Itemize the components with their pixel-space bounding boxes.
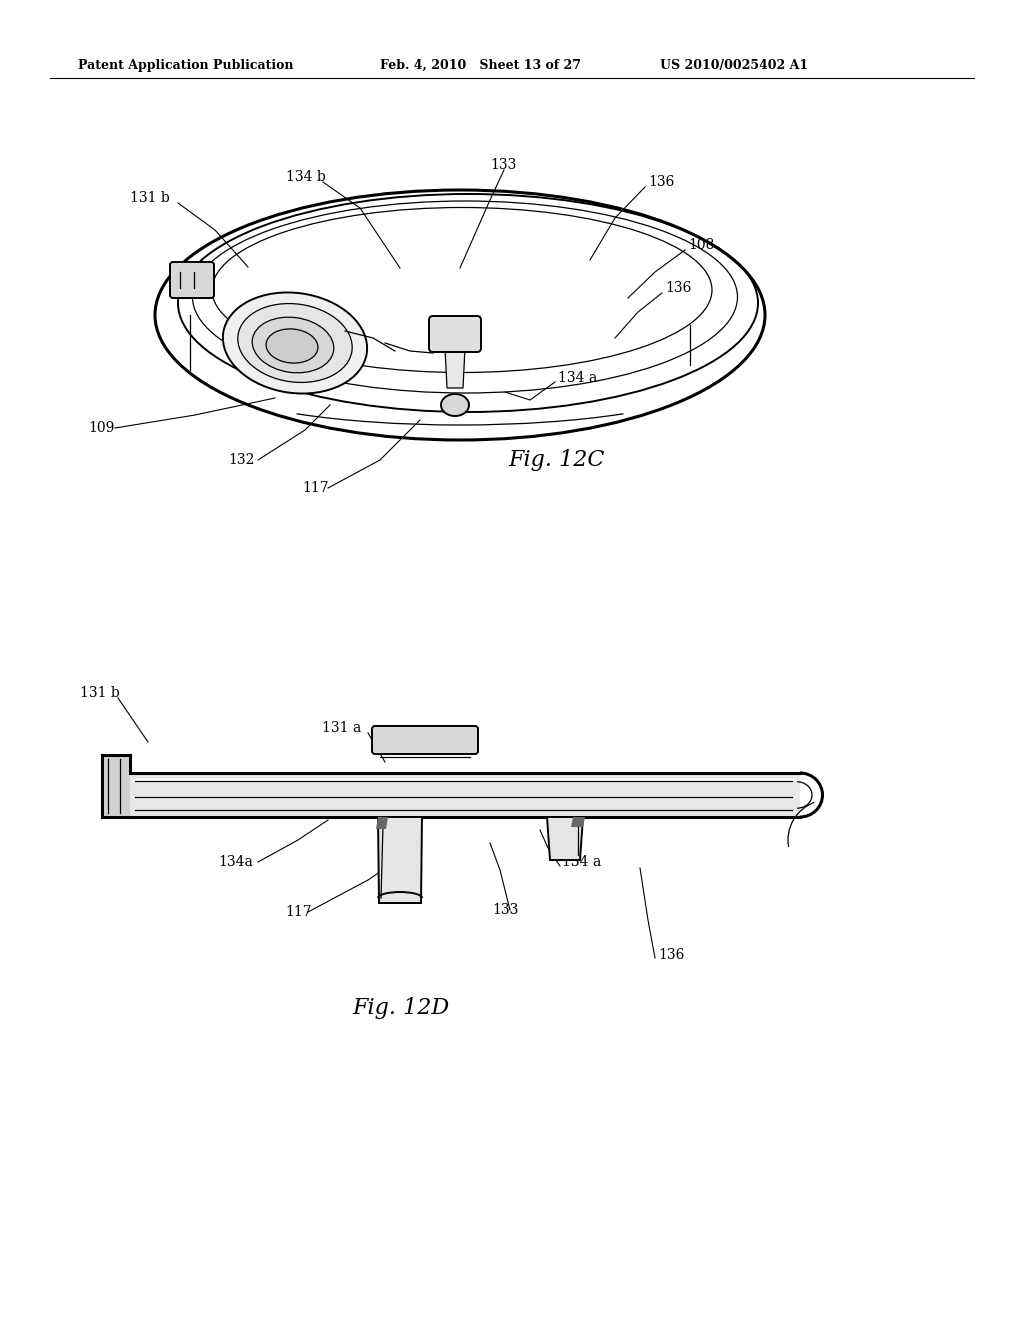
Text: Fig. 12D: Fig. 12D — [352, 997, 450, 1019]
Polygon shape — [571, 817, 585, 828]
Text: 131 b: 131 b — [80, 686, 120, 700]
Ellipse shape — [238, 304, 352, 383]
Text: Patent Application Publication: Patent Application Publication — [78, 58, 294, 71]
Text: 117: 117 — [302, 480, 329, 495]
Text: 134 a: 134 a — [562, 855, 601, 869]
Text: 132: 132 — [228, 453, 254, 467]
Text: 117: 117 — [285, 906, 311, 919]
Text: 136: 136 — [648, 176, 675, 189]
FancyBboxPatch shape — [372, 726, 478, 754]
Text: 134a: 134a — [218, 855, 253, 869]
Text: 136: 136 — [658, 948, 684, 962]
Text: US 2010/0025402 A1: US 2010/0025402 A1 — [660, 58, 808, 71]
Text: 131 a: 131 a — [322, 721, 361, 735]
Ellipse shape — [223, 293, 368, 393]
FancyBboxPatch shape — [170, 261, 214, 298]
Ellipse shape — [252, 317, 334, 372]
Text: 131 b: 131 b — [130, 191, 170, 205]
Text: 133: 133 — [490, 158, 516, 172]
Text: 108: 108 — [688, 238, 715, 252]
Polygon shape — [547, 817, 583, 861]
FancyBboxPatch shape — [429, 315, 481, 352]
Text: Fig. 12C: Fig. 12C — [508, 449, 604, 471]
Text: 136: 136 — [665, 281, 691, 294]
Text: 133: 133 — [492, 903, 518, 917]
Ellipse shape — [441, 393, 469, 416]
Polygon shape — [376, 817, 388, 829]
Text: 109: 109 — [88, 421, 115, 436]
Ellipse shape — [266, 329, 317, 363]
Polygon shape — [445, 348, 465, 388]
Text: 134 a: 134 a — [558, 371, 597, 385]
Polygon shape — [130, 774, 800, 817]
Polygon shape — [102, 755, 130, 817]
Polygon shape — [378, 817, 422, 903]
Text: 134 b: 134 b — [286, 170, 326, 183]
Text: Feb. 4, 2010   Sheet 13 of 27: Feb. 4, 2010 Sheet 13 of 27 — [380, 58, 581, 71]
